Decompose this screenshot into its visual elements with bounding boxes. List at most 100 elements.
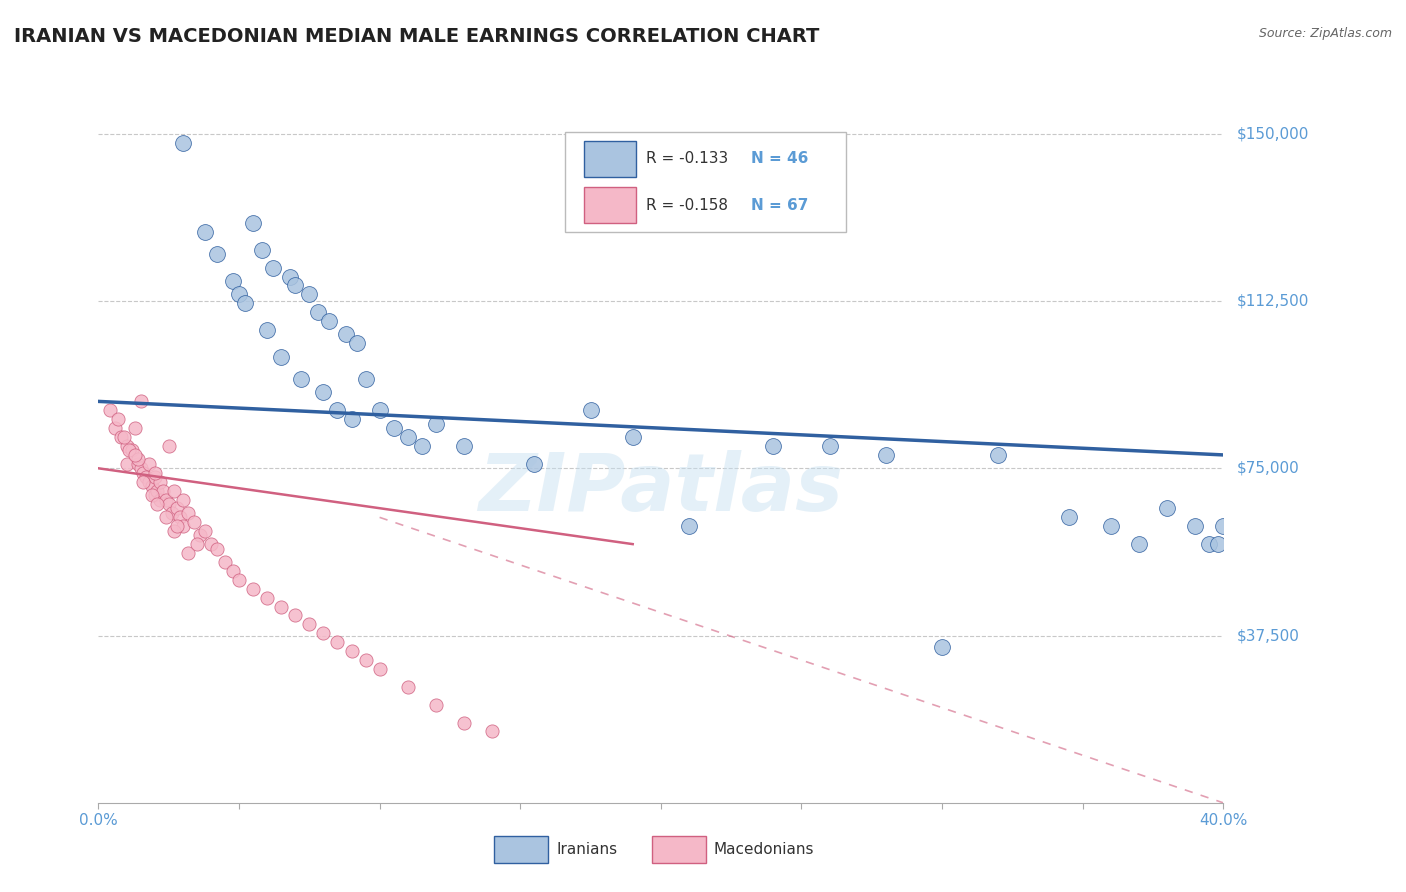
Point [146,497,169,511]
Point [354,372,377,386]
Point [143,470,166,484]
Point [354,653,377,667]
Point [242,582,264,596]
Point [284,608,307,623]
Point [124,448,146,462]
Point [143,488,166,502]
Text: IRANIAN VS MACEDONIAN MEDIAN MALE EARNINGS CORRELATION CHART: IRANIAN VS MACEDONIAN MEDIAN MALE EARNIN… [14,27,820,45]
Point [172,136,194,150]
Point [110,430,132,444]
FancyBboxPatch shape [495,836,548,863]
Point [326,635,349,649]
Point [115,457,138,471]
Point [368,403,391,417]
Point [931,640,953,654]
Text: Macedonians: Macedonians [714,842,814,856]
Point [290,372,312,386]
Point [382,421,405,435]
Point [270,599,292,614]
Point [1128,537,1150,551]
Point [172,519,194,533]
Point [177,506,200,520]
Text: R = -0.133: R = -0.133 [647,152,728,166]
Text: N = 46: N = 46 [751,152,808,166]
Point [875,448,897,462]
FancyBboxPatch shape [585,187,636,223]
FancyBboxPatch shape [585,141,636,177]
Point [678,519,700,533]
Point [222,564,245,578]
Point [129,394,152,409]
Point [115,439,138,453]
Point [127,452,149,467]
Text: $75,000: $75,000 [1237,461,1299,475]
Point [411,439,433,453]
Point [149,492,172,507]
FancyBboxPatch shape [652,836,706,863]
Point [169,510,191,524]
Point [214,555,236,569]
Point [987,448,1010,462]
Point [129,461,152,475]
Point [98,403,121,417]
Point [186,537,208,551]
Point [1198,537,1220,551]
Point [326,403,349,417]
Point [194,524,217,538]
Point [256,591,278,605]
Point [1212,519,1234,533]
Point [163,483,186,498]
Point [262,260,284,275]
FancyBboxPatch shape [565,132,846,232]
Point [172,492,194,507]
Text: ZIPatlas: ZIPatlas [478,450,844,528]
Point [157,497,180,511]
Point [228,287,250,301]
Point [307,305,329,319]
Point [160,506,183,520]
Text: $37,500: $37,500 [1237,628,1299,643]
Point [396,430,419,444]
Point [1099,519,1122,533]
Point [222,274,245,288]
Point [278,269,301,284]
Point [155,510,177,524]
Point [132,466,155,480]
Text: $112,500: $112,500 [1237,293,1309,309]
Point [135,470,157,484]
Point [453,439,475,453]
Point [242,216,264,230]
Point [233,296,256,310]
Text: Source: ZipAtlas.com: Source: ZipAtlas.com [1258,27,1392,40]
Point [340,644,363,658]
Point [166,501,188,516]
Point [453,715,475,730]
Point [205,247,228,261]
Point [579,403,602,417]
Point [284,278,307,293]
Point [146,483,169,498]
Point [298,617,321,632]
Point [270,350,292,364]
Point [138,475,160,489]
Point [132,475,155,489]
Point [166,519,188,533]
Point [127,457,149,471]
Text: N = 67: N = 67 [751,198,808,212]
Point [104,421,127,435]
Point [177,546,200,560]
Point [149,475,172,489]
Point [107,412,129,426]
Point [205,541,228,556]
Point [481,724,503,739]
Point [346,336,368,351]
Point [124,421,146,435]
Point [155,492,177,507]
Point [425,417,447,431]
Point [1206,537,1229,551]
Point [141,479,163,493]
Text: $150,000: $150,000 [1237,127,1309,141]
Point [112,430,135,444]
Point [312,385,335,400]
Text: R = -0.158: R = -0.158 [647,198,728,212]
